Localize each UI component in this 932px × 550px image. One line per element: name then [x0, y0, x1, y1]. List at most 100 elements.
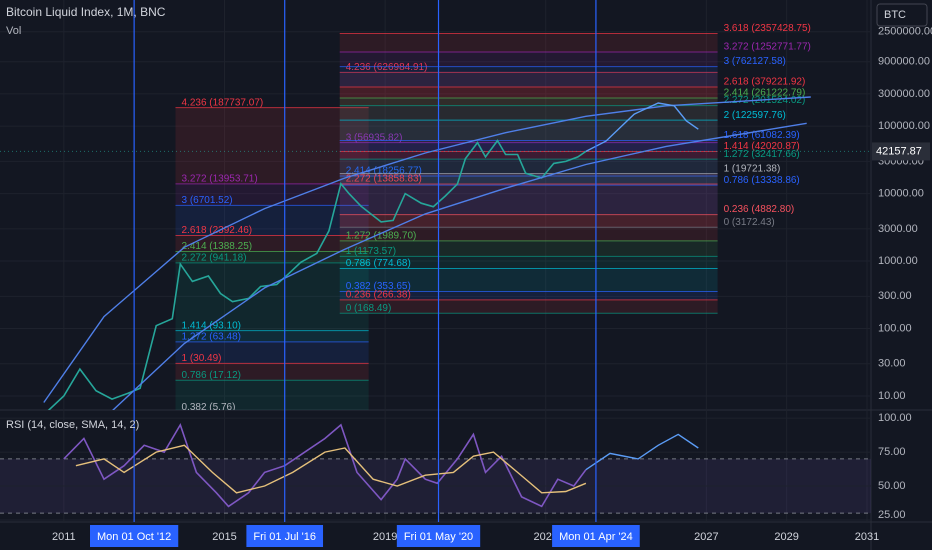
fib-label: 0.786 (17.12): [181, 370, 241, 381]
series-line: [585, 433, 699, 471]
y-tick-label: 100.00: [878, 322, 912, 334]
fib-label: 2.414 (18256.77): [346, 166, 422, 177]
fib-label: 3 (56935.82): [346, 132, 403, 143]
fib-band: [339, 97, 718, 106]
fib-label: 0.786 (13338.86): [724, 175, 800, 186]
date-marker-box: [552, 525, 640, 547]
fib-band: [339, 184, 718, 241]
date-marker-label: Mon 01 Apr '24: [559, 531, 633, 543]
fib-label: 2.272 (941.18): [181, 252, 246, 263]
x-tick-label: 2023: [533, 531, 557, 543]
fib-label: 1.618 (61082.39): [724, 130, 800, 141]
fib-label: 0 (3172.43): [724, 217, 775, 228]
y-tick-label: 10000.00: [878, 187, 924, 199]
y-tick-label: 3000.00: [878, 223, 918, 235]
fib-band: [339, 268, 718, 292]
fib-label: 0.382 (5.76): [181, 402, 235, 413]
fib-label: 0.382 (353.65): [346, 281, 411, 292]
last-price-label: 42157.87: [876, 145, 922, 157]
date-marker-box: [246, 525, 324, 547]
fib-label: 0.786 (774.68): [346, 258, 411, 269]
y-tick-label: 30.00: [878, 358, 906, 370]
fib-label: 1.272 (32417.66): [724, 149, 800, 160]
fib-band: [175, 341, 369, 364]
fib-label: 2.272 (13858.83): [346, 174, 422, 185]
series-line: [63, 422, 587, 508]
fib-band: [175, 107, 369, 184]
fib-label: 2.618 (2392.46): [181, 225, 252, 236]
rsi-title: RSI (14, close, SMA, 14, 2): [6, 419, 139, 431]
fib-band: [339, 140, 718, 152]
date-marker-box: [89, 525, 179, 547]
fib-label: 1 (1173.57): [346, 246, 396, 257]
date-marker-label: Fri 01 May '20: [404, 531, 473, 543]
fib-label: 0 (168.49): [346, 303, 392, 314]
series-line: [112, 122, 807, 410]
fib-band: [175, 251, 369, 263]
chart-title: Bitcoin Liquid Index, 1M, BNC: [6, 5, 166, 19]
series-line: [585, 102, 699, 153]
date-marker-label: Fri 01 Jul '16: [253, 531, 316, 543]
y-tick-label: 75.00: [878, 446, 906, 458]
fib-band: [175, 183, 369, 206]
last-price-box: [872, 142, 930, 161]
y-tick-label: 25.00: [878, 509, 906, 521]
fib-label: 2.414 (1388.25): [181, 241, 252, 252]
fib-label: 1.414 (93.10): [181, 320, 241, 331]
y-tick-label: 100000.00: [878, 120, 930, 132]
fib-label: 1 (19721.38): [724, 163, 781, 174]
fib-band: [339, 256, 718, 269]
fib-label: 2.414 (261222.79): [724, 88, 806, 99]
x-tick-label: 2011: [52, 531, 76, 543]
fib-band: [339, 299, 718, 314]
fib-band: [339, 173, 718, 186]
fib-band: [339, 66, 718, 88]
fib-band: [175, 330, 369, 342]
fib-label: 4.236 (187737.07): [181, 97, 263, 108]
fib-label: 2.272 (201524.02): [724, 95, 806, 106]
fib-label: 3.618 (2357428.75): [724, 23, 811, 34]
fib-band: [339, 159, 718, 174]
y-tick-label: 100.00: [878, 412, 912, 424]
fib-label: 3 (762127.58): [724, 56, 786, 67]
x-tick-label: 2029: [774, 531, 798, 543]
fib-label: 1.272 (63.48): [181, 331, 241, 342]
fib-label: 1 (30.49): [181, 353, 221, 364]
fib-label: 4.236 (626984.91): [346, 62, 428, 73]
fib-label: 2.618 (379221.92): [724, 77, 806, 88]
x-tick-label: 2019: [373, 531, 397, 543]
fib-band: [339, 214, 718, 228]
series-line: [47, 139, 587, 410]
fib-band: [339, 33, 718, 53]
fib-band: [339, 240, 718, 257]
fib-band: [339, 87, 718, 98]
y-tick-label: 10.00: [878, 390, 906, 402]
x-tick-label: 2015: [212, 531, 236, 543]
fib-band: [175, 205, 369, 236]
fib-label: 2 (122597.76): [724, 110, 786, 121]
fib-band: [339, 151, 718, 160]
fib-label: 3.272 (13953.71): [181, 173, 257, 184]
y-tick-label: 300000.00: [878, 88, 930, 100]
y-tick-label: 300.00: [878, 290, 912, 302]
fib-band: [339, 120, 718, 141]
symbol-label[interactable]: BTC: [884, 9, 906, 21]
y-tick-label: 1000.00: [878, 255, 918, 267]
series-line: [43, 96, 811, 403]
volume-label: Vol: [6, 25, 21, 37]
fib-band: [339, 185, 718, 215]
x-tick-label: 2031: [855, 531, 879, 543]
x-tick-label: 2027: [694, 531, 718, 543]
fib-band: [339, 105, 718, 121]
fib-band: [339, 175, 718, 185]
y-tick-label: 50.00: [878, 480, 906, 492]
date-marker-label: Mon 01 Oct '12: [97, 531, 171, 543]
symbol-button[interactable]: [876, 3, 928, 27]
date-marker-box: [396, 525, 481, 547]
fib-label: 3.272 (1252771.77): [724, 42, 811, 53]
fib-band: [339, 52, 718, 67]
